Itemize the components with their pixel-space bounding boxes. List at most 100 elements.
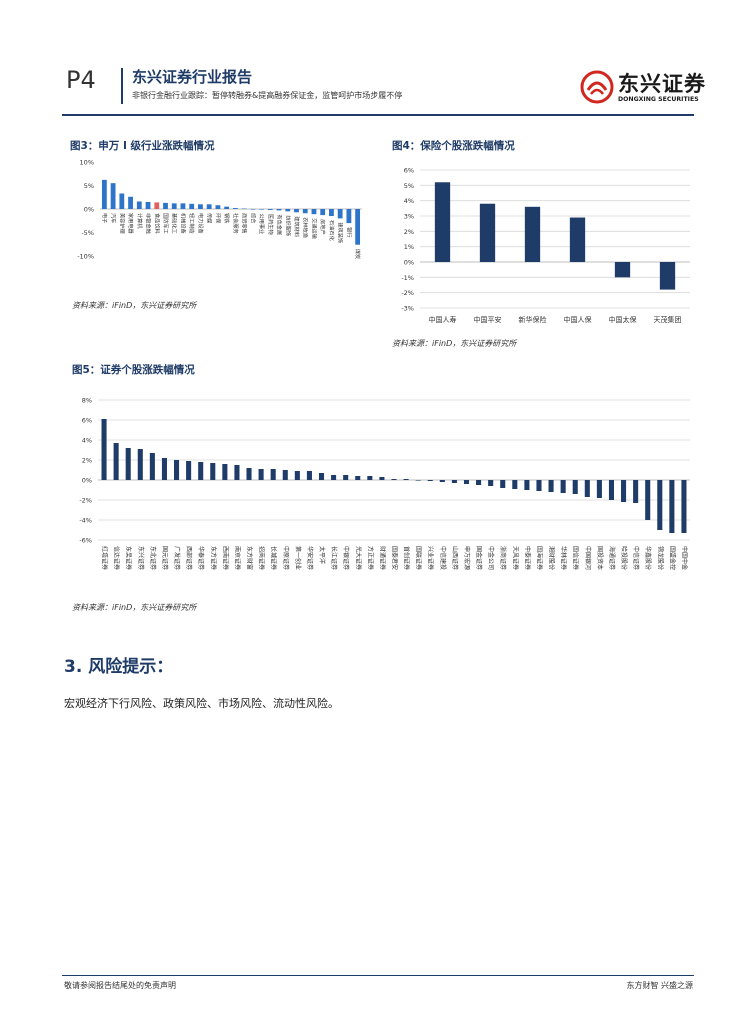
x-tick-label: 国金证券 bbox=[475, 546, 483, 570]
bar bbox=[479, 203, 496, 262]
fig4-title: 图4：保险个股涨跌幅情况 bbox=[392, 140, 515, 152]
bar bbox=[355, 476, 361, 480]
bar bbox=[259, 209, 264, 210]
x-tick-label: 华林证券 bbox=[560, 546, 568, 570]
bar bbox=[391, 479, 397, 480]
x-tick-label: 第一创业 bbox=[294, 546, 302, 570]
bar bbox=[258, 469, 264, 480]
bar bbox=[379, 477, 385, 480]
x-tick-label: 银行 bbox=[345, 227, 353, 237]
x-tick-label: 东方证券 bbox=[209, 546, 217, 570]
x-tick-label: 招商证券 bbox=[258, 546, 266, 570]
x-tick-label: 国投资本 bbox=[596, 546, 604, 570]
bar bbox=[163, 202, 168, 209]
x-tick-label: 申万宏源 bbox=[463, 546, 471, 570]
fig5-source: 资料来源：iFinD，东兴证券研究所 bbox=[72, 603, 197, 612]
bar bbox=[463, 480, 470, 484]
y-tick-label: 6% bbox=[404, 167, 414, 175]
x-tick-label: 国信证券 bbox=[572, 546, 580, 570]
y-tick-label: -5% bbox=[81, 229, 94, 237]
fig3-chart: 10% 5% 0% -5% -10% 电子 汽车 美容护理 家用电器 计算机 非银金融 食品饮料 国防军… bbox=[77, 159, 362, 261]
header-divider bbox=[121, 68, 123, 104]
x-tick-label: 天风证券 bbox=[511, 546, 519, 570]
x-tick-label: 纺织服饰 bbox=[284, 215, 292, 236]
bar bbox=[267, 209, 273, 210]
bar bbox=[206, 204, 212, 209]
fig5-chart: 8%6%4%2%0%-2%-4%-6%红塔证券 信达证券 东吴证券 东兴证券 东北证券国… bbox=[79, 397, 690, 570]
bar bbox=[161, 458, 167, 480]
y-tick-label: 4% bbox=[82, 437, 92, 445]
x-tick-label: 计算机 bbox=[136, 213, 144, 229]
bar bbox=[171, 203, 177, 209]
bar bbox=[657, 480, 663, 530]
x-tick-label: 商贸零售 bbox=[241, 213, 249, 234]
x-tick-label: 国泰君安 bbox=[391, 546, 399, 570]
x-tick-label: 国元证券 bbox=[161, 546, 169, 570]
bar bbox=[294, 209, 299, 213]
bar bbox=[524, 206, 541, 262]
bar bbox=[224, 206, 230, 209]
y-tick-label: 8% bbox=[82, 397, 92, 405]
x-tick-label: 华安证券 bbox=[306, 546, 314, 570]
x-tick-label: 机械设备 bbox=[179, 213, 187, 235]
x-tick-label: 医药生物 bbox=[267, 214, 275, 235]
x-tick-label: 社会服务 bbox=[232, 213, 240, 234]
x-tick-label: 湘财股份 bbox=[548, 546, 556, 570]
bar bbox=[548, 480, 554, 492]
x-tick-label: 中信证券 bbox=[632, 546, 640, 570]
bar bbox=[614, 262, 631, 278]
x-tick-label: 中泰证券 bbox=[523, 546, 531, 570]
x-tick-label: 中国人保 bbox=[564, 315, 592, 324]
bar bbox=[180, 203, 186, 209]
x-tick-label: 基础化工 bbox=[171, 213, 179, 234]
bar bbox=[250, 209, 256, 210]
x-tick-label: 中国银河 bbox=[584, 546, 592, 570]
x-tick-label: 长江证券 bbox=[330, 546, 338, 570]
y-tick-label: -6% bbox=[79, 537, 92, 545]
x-tick-label: 浙商证券 bbox=[499, 546, 507, 570]
x-tick-label: 信达证券 bbox=[113, 546, 121, 570]
bar bbox=[659, 262, 676, 290]
bar bbox=[403, 479, 409, 480]
x-tick-label: 家用电器 bbox=[127, 213, 135, 235]
x-tick-label: 财通证券 bbox=[378, 546, 386, 570]
bar bbox=[210, 463, 216, 480]
bar bbox=[572, 480, 578, 494]
fig4-chart: 6% 5% 4% 3% 2% 1% 0% -1% -2% -3% 中国人寿 中国平安 新华保险 中国人保 中… bbox=[401, 167, 690, 324]
x-tick-label: 国防军工 bbox=[162, 213, 170, 234]
bar bbox=[125, 448, 131, 480]
x-tick-label: 食品饮料 bbox=[153, 213, 161, 234]
bar bbox=[500, 480, 506, 488]
y-tick-label: -1% bbox=[401, 274, 414, 282]
bar bbox=[331, 475, 337, 480]
x-tick-label: 广发证券 bbox=[173, 546, 181, 570]
y-tick-label: 1% bbox=[404, 243, 414, 251]
y-tick-label: -3% bbox=[401, 305, 414, 313]
y-tick-label: 0% bbox=[84, 206, 94, 214]
bar bbox=[128, 196, 133, 209]
x-tick-label: 哈投股份 bbox=[620, 546, 628, 570]
bar bbox=[427, 480, 433, 481]
x-tick-label: 西南证券 bbox=[221, 546, 229, 570]
bar bbox=[681, 480, 687, 533]
y-tick-label: 10% bbox=[80, 159, 94, 167]
bar bbox=[621, 480, 627, 502]
x-tick-label: 东吴证券 bbox=[125, 546, 133, 570]
y-tick-label: -2% bbox=[401, 289, 414, 297]
bar bbox=[246, 468, 252, 480]
logo-emblem-icon bbox=[580, 70, 614, 104]
bar bbox=[669, 480, 675, 533]
y-tick-label: 5% bbox=[84, 182, 94, 190]
bar bbox=[215, 205, 221, 209]
y-tick-label: 4% bbox=[404, 197, 414, 205]
x-tick-label: 中信建投 bbox=[439, 546, 447, 570]
bar bbox=[536, 480, 542, 491]
bar bbox=[154, 202, 160, 209]
x-tick-label: 首创证券 bbox=[403, 546, 411, 570]
bar bbox=[302, 209, 308, 214]
bar bbox=[101, 179, 107, 209]
y-tick-label: -2% bbox=[79, 497, 92, 505]
x-tick-label: 南京证券 bbox=[233, 546, 241, 570]
bar bbox=[110, 183, 116, 209]
bar bbox=[282, 470, 288, 480]
